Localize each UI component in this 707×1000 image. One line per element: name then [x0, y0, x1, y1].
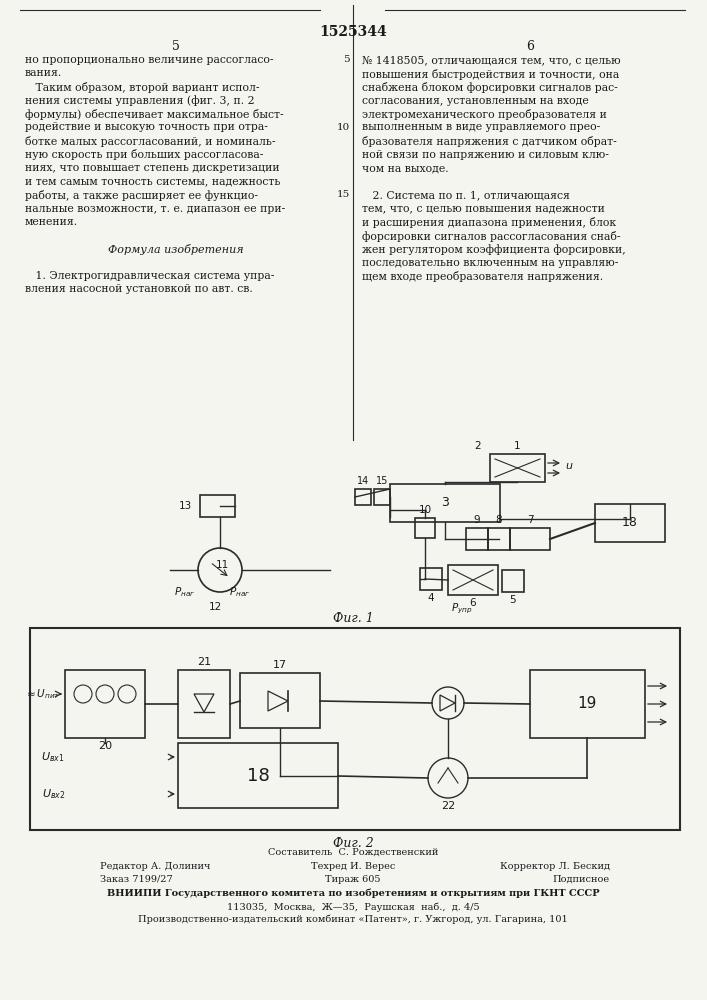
- Bar: [502, 570, 524, 592]
- Text: 18: 18: [622, 516, 638, 530]
- Text: Редактор А. Долинич: Редактор А. Долинич: [100, 862, 211, 871]
- Text: u: u: [565, 461, 572, 471]
- Text: ВНИИПИ Государственного комитета по изобретениям и открытиям при ГКНТ СССР: ВНИИПИ Государственного комитета по изоб…: [107, 889, 600, 898]
- Text: 14: 14: [357, 476, 369, 486]
- Text: работы, а также расширяет ее функцио-: работы, а также расширяет ее функцио-: [25, 190, 258, 201]
- Text: нальные возможности, т. е. диапазон ее при-: нальные возможности, т. е. диапазон ее п…: [25, 204, 285, 214]
- Text: $Р_{наг}$: $Р_{наг}$: [175, 585, 196, 599]
- Text: чом на выходе.: чом на выходе.: [362, 163, 449, 173]
- Bar: [595, 504, 665, 542]
- Text: ной связи по напряжению и силовым клю-: ной связи по напряжению и силовым клю-: [362, 149, 609, 159]
- Text: родействие и высокую точность при отра-: родействие и высокую точность при отра-: [25, 122, 268, 132]
- Text: Таким образом, второй вариант испол-: Таким образом, второй вариант испол-: [25, 82, 259, 93]
- Text: 21: 21: [197, 657, 211, 667]
- Bar: [178, 670, 230, 738]
- Text: 17: 17: [273, 660, 287, 670]
- Text: 4: 4: [428, 593, 434, 603]
- Text: 10: 10: [337, 122, 350, 131]
- Text: $Р_{наг}$: $Р_{наг}$: [229, 585, 251, 599]
- Text: формулы) обеспечивает максимальное быст-: формулы) обеспечивает максимальное быст-: [25, 109, 284, 120]
- Text: 15: 15: [376, 476, 388, 486]
- Text: Заказ 7199/27: Заказ 7199/27: [100, 875, 173, 884]
- Text: ботке малых рассогласований, и номиналь-: ботке малых рассогласований, и номиналь-: [25, 136, 276, 147]
- Text: менения.: менения.: [25, 217, 78, 227]
- Bar: [488, 528, 510, 550]
- Text: 113035,  Москва,  Ж—35,  Раушская  наб.,  д. 4/5: 113035, Москва, Ж—35, Раушская наб., д. …: [227, 902, 479, 912]
- Text: 1. Электрогидравлическая система упра-: 1. Электрогидравлическая система упра-: [25, 271, 274, 281]
- Text: тем, что, с целью повышения надежности: тем, что, с целью повышения надежности: [362, 204, 605, 214]
- Text: Техред И. Верес: Техред И. Верес: [311, 862, 395, 871]
- Bar: [530, 670, 645, 738]
- Text: 13: 13: [179, 501, 192, 511]
- Text: 6: 6: [526, 40, 534, 53]
- Bar: [374, 489, 390, 505]
- Text: Формула изобретения: Формула изобретения: [108, 244, 244, 255]
- Text: согласования, установленным на входе: согласования, установленным на входе: [362, 96, 589, 105]
- Text: 11: 11: [216, 560, 228, 570]
- Text: последовательно включенным на управляю-: последовательно включенным на управляю-: [362, 257, 619, 267]
- Text: Фиг. 2: Фиг. 2: [332, 837, 373, 850]
- Text: повышения быстродействия и точности, она: повышения быстродействия и точности, она: [362, 68, 619, 80]
- Text: вания.: вания.: [25, 68, 62, 79]
- Bar: [240, 673, 320, 728]
- Text: 12: 12: [209, 602, 221, 612]
- Text: Составитель  С. Рождественский: Составитель С. Рождественский: [268, 848, 438, 857]
- Text: 18: 18: [247, 767, 269, 785]
- Text: но пропорционально величине рассогласо-: но пропорционально величине рассогласо-: [25, 55, 274, 65]
- Bar: [200, 495, 235, 517]
- Bar: [490, 454, 545, 482]
- Text: Тираж 605: Тираж 605: [325, 875, 381, 884]
- Text: ниях, что повышает степень дискретизации: ниях, что повышает степень дискретизации: [25, 163, 280, 173]
- Text: Фиг. 1: Фиг. 1: [332, 612, 373, 625]
- Text: 2. Система по п. 1, отличающаяся: 2. Система по п. 1, отличающаяся: [362, 190, 570, 200]
- Text: 7: 7: [527, 515, 533, 525]
- Text: 2: 2: [474, 441, 481, 451]
- Text: нения системы управления (фиг. 3, п. 2: нения системы управления (фиг. 3, п. 2: [25, 96, 255, 106]
- Text: жен регулятором коэффициента форсировки,: жен регулятором коэффициента форсировки,: [362, 244, 626, 255]
- Bar: [510, 528, 550, 550]
- Bar: [390, 484, 500, 522]
- Text: и тем самым точность системы, надежность: и тем самым точность системы, надежность: [25, 176, 281, 186]
- Text: бразователя напряжения с датчиком обрат-: бразователя напряжения с датчиком обрат-: [362, 136, 617, 147]
- Text: $Р_{упр}$: $Р_{упр}$: [451, 602, 473, 616]
- Bar: [466, 528, 488, 550]
- Text: 1525344: 1525344: [319, 25, 387, 39]
- Text: 20: 20: [98, 741, 112, 751]
- Bar: [415, 518, 435, 538]
- Text: $U_{вх2}$: $U_{вх2}$: [42, 787, 65, 801]
- Bar: [420, 568, 442, 590]
- Text: выполненным в виде управляемого прео-: выполненным в виде управляемого прео-: [362, 122, 600, 132]
- Text: Производственно-издательский комбинат «Патент», г. Ужгород, ул. Гагарина, 101: Производственно-издательский комбинат «П…: [138, 915, 568, 924]
- Text: 9: 9: [474, 515, 480, 525]
- Text: снабжена блоком форсировки сигналов рас-: снабжена блоком форсировки сигналов рас-: [362, 82, 618, 93]
- Text: и расширения диапазона применения, блок: и расширения диапазона применения, блок: [362, 217, 617, 228]
- Text: Корректор Л. Бескид: Корректор Л. Бескид: [500, 862, 610, 871]
- Text: щем входе преобразователя напряжения.: щем входе преобразователя напряжения.: [362, 271, 603, 282]
- Text: форсировки сигналов рассогласования снаб-: форсировки сигналов рассогласования снаб…: [362, 231, 621, 241]
- Text: 5: 5: [510, 595, 516, 605]
- Text: электромеханического преобразователя и: электромеханического преобразователя и: [362, 109, 607, 120]
- Text: 1: 1: [514, 441, 520, 451]
- Text: № 1418505, отличающаяся тем, что, с целью: № 1418505, отличающаяся тем, что, с цель…: [362, 55, 621, 65]
- Text: 5: 5: [172, 40, 180, 53]
- Text: $\approx U_{пит}$: $\approx U_{пит}$: [24, 687, 60, 701]
- Text: вления насосной установкой по авт. св.: вления насосной установкой по авт. св.: [25, 284, 252, 294]
- Bar: [448, 565, 498, 595]
- Text: 8: 8: [496, 515, 502, 525]
- Bar: [178, 743, 338, 808]
- Text: ную скорость при больших рассогласова-: ную скорость при больших рассогласова-: [25, 149, 264, 160]
- Text: 10: 10: [419, 505, 431, 515]
- Text: 15: 15: [337, 190, 350, 199]
- Text: 6: 6: [469, 598, 477, 608]
- Text: 5: 5: [344, 55, 350, 64]
- Text: 22: 22: [441, 801, 455, 811]
- Text: $U_{вх1}$: $U_{вх1}$: [42, 750, 65, 764]
- Bar: [30, 628, 680, 830]
- Text: 3: 3: [441, 496, 449, 510]
- Text: Подписное: Подписное: [553, 875, 610, 884]
- Bar: [65, 670, 145, 738]
- Bar: [355, 489, 371, 505]
- Text: 19: 19: [578, 696, 597, 712]
